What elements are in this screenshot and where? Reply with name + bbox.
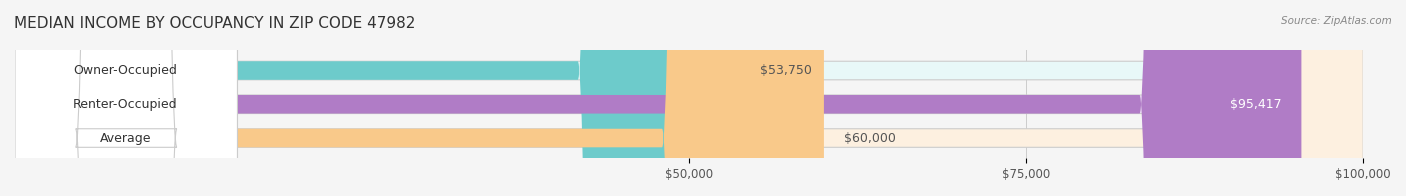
Text: $53,750: $53,750 xyxy=(759,64,811,77)
Text: MEDIAN INCOME BY OCCUPANCY IN ZIP CODE 47982: MEDIAN INCOME BY OCCUPANCY IN ZIP CODE 4… xyxy=(14,16,415,31)
FancyBboxPatch shape xyxy=(15,0,1302,196)
Text: $95,417: $95,417 xyxy=(1230,98,1281,111)
FancyBboxPatch shape xyxy=(15,0,238,196)
Text: Source: ZipAtlas.com: Source: ZipAtlas.com xyxy=(1281,16,1392,26)
Text: Owner-Occupied: Owner-Occupied xyxy=(73,64,177,77)
FancyBboxPatch shape xyxy=(15,0,824,196)
FancyBboxPatch shape xyxy=(15,0,238,196)
Text: $60,000: $60,000 xyxy=(844,132,896,144)
FancyBboxPatch shape xyxy=(15,0,740,196)
FancyBboxPatch shape xyxy=(15,0,1364,196)
FancyBboxPatch shape xyxy=(15,0,1364,196)
FancyBboxPatch shape xyxy=(15,0,1364,196)
Text: Renter-Occupied: Renter-Occupied xyxy=(73,98,179,111)
Text: Average: Average xyxy=(100,132,152,144)
FancyBboxPatch shape xyxy=(15,0,238,196)
